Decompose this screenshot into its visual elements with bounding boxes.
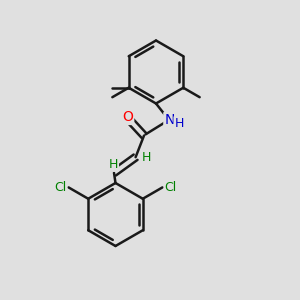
- Text: O: O: [122, 110, 133, 124]
- Text: Cl: Cl: [165, 181, 177, 194]
- Text: H: H: [109, 158, 118, 171]
- Text: N: N: [164, 113, 175, 127]
- Text: Cl: Cl: [54, 181, 66, 194]
- Text: H: H: [141, 151, 151, 164]
- Text: H: H: [174, 117, 184, 130]
